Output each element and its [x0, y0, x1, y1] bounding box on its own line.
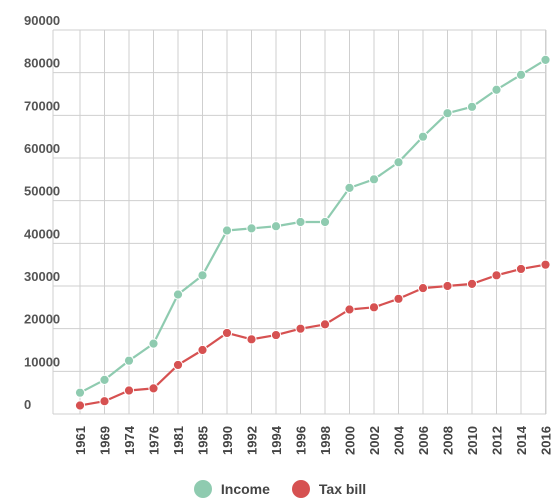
data-point-tax-bill[interactable]	[442, 280, 453, 292]
x-tick-label: 1998	[318, 426, 333, 455]
x-tick-label: 1996	[294, 426, 309, 455]
data-point-income[interactable]	[417, 131, 429, 142]
y-tick-label: 50000	[24, 184, 60, 199]
data-point-income[interactable]	[319, 216, 331, 228]
data-point-income[interactable]	[148, 338, 159, 349]
x-tick-label: 1994	[269, 425, 284, 455]
y-tick-label: 80000	[24, 56, 60, 71]
x-tick-label: 1974	[122, 425, 137, 455]
legend-item-income[interactable]: Income	[193, 480, 270, 498]
legend-label-tax-bill: Tax bill	[318, 481, 367, 497]
x-tick-label: 1981	[171, 426, 186, 455]
data-point-tax-bill[interactable]	[344, 304, 355, 315]
data-point-income[interactable]	[491, 84, 502, 95]
y-axis: 0 10000 20000 30000 40000 50000 60000 70000 8000…	[24, 13, 60, 412]
x-tick-label: 2016	[539, 426, 554, 455]
data-point-tax-bill[interactable]	[295, 323, 306, 334]
data-point-income[interactable]	[74, 387, 86, 398]
data-point-income[interactable]	[344, 182, 355, 193]
x-tick-label: 2008	[441, 426, 456, 455]
data-point-income[interactable]	[172, 289, 184, 300]
data-point-tax-bill[interactable]	[246, 334, 257, 345]
data-point-income[interactable]	[466, 101, 478, 112]
legend-swatch-income	[193, 480, 212, 498]
data-point-tax-bill[interactable]	[123, 385, 135, 396]
data-point-income[interactable]	[221, 225, 233, 236]
x-tick-label: 2014	[514, 425, 529, 455]
data-point-tax-bill[interactable]	[515, 263, 527, 275]
data-point-tax-bill[interactable]	[540, 259, 551, 270]
legend-item-tax-bill[interactable]: Tax bill	[291, 480, 367, 498]
x-tick-label: 2002	[367, 426, 382, 455]
data-point-income[interactable]	[197, 270, 208, 281]
y-tick-label: 10000	[24, 354, 60, 369]
data-point-tax-bill[interactable]	[368, 302, 380, 313]
y-tick-label: 70000	[24, 98, 60, 113]
data-point-tax-bill[interactable]	[99, 396, 110, 407]
x-tick-label: 2000	[343, 426, 358, 455]
legend: Income Tax bill	[0, 478, 560, 500]
data-point-tax-bill[interactable]	[466, 278, 478, 289]
series-group	[74, 54, 551, 411]
data-point-tax-bill[interactable]	[417, 283, 429, 294]
y-tick-label: 30000	[24, 269, 60, 284]
x-tick-label: 2012	[490, 426, 505, 455]
grid	[52, 29, 547, 415]
data-point-income[interactable]	[368, 174, 380, 185]
data-point-income[interactable]	[246, 223, 257, 234]
x-axis: 1961 1969 1974 1976 1981 1985 1990 1992 1994 1996…	[73, 425, 554, 455]
x-tick-label: 1961	[73, 426, 88, 455]
x-tick-label: 1985	[196, 426, 211, 455]
data-point-income[interactable]	[540, 54, 551, 65]
data-point-tax-bill[interactable]	[197, 344, 208, 356]
data-point-tax-bill[interactable]	[221, 327, 233, 339]
data-point-income[interactable]	[295, 216, 306, 228]
data-point-tax-bill[interactable]	[491, 270, 502, 281]
data-point-income[interactable]	[99, 374, 110, 385]
y-tick-label: 20000	[24, 312, 60, 327]
data-point-income[interactable]	[442, 108, 453, 119]
y-tick-label: 60000	[24, 141, 60, 156]
x-tick-label: 2004	[392, 425, 407, 455]
data-point-income[interactable]	[515, 69, 527, 80]
x-tick-label: 2006	[416, 426, 431, 455]
legend-label-income: Income	[220, 481, 270, 497]
x-tick-label: 1990	[220, 426, 235, 455]
line-chart: 0 10000 20000 30000 40000 50000 60000 70000 8000…	[24, 13, 554, 455]
y-tick-label: 0	[24, 397, 31, 412]
y-tick-label: 40000	[24, 226, 60, 241]
data-point-tax-bill[interactable]	[270, 329, 282, 341]
data-point-tax-bill[interactable]	[319, 319, 331, 330]
data-point-tax-bill[interactable]	[393, 293, 404, 304]
y-tick-label: 90000	[24, 13, 60, 28]
data-point-income[interactable]	[123, 355, 135, 366]
data-point-income[interactable]	[393, 157, 404, 168]
data-point-tax-bill[interactable]	[172, 359, 184, 371]
x-tick-label: 1969	[98, 426, 113, 455]
data-point-income[interactable]	[270, 221, 282, 232]
x-tick-label: 2010	[465, 426, 480, 455]
data-point-tax-bill[interactable]	[74, 400, 86, 411]
data-point-tax-bill[interactable]	[148, 383, 159, 394]
x-tick-label: 1992	[245, 426, 260, 455]
legend-swatch-tax-bill	[291, 480, 310, 498]
x-tick-label: 1976	[147, 426, 162, 455]
